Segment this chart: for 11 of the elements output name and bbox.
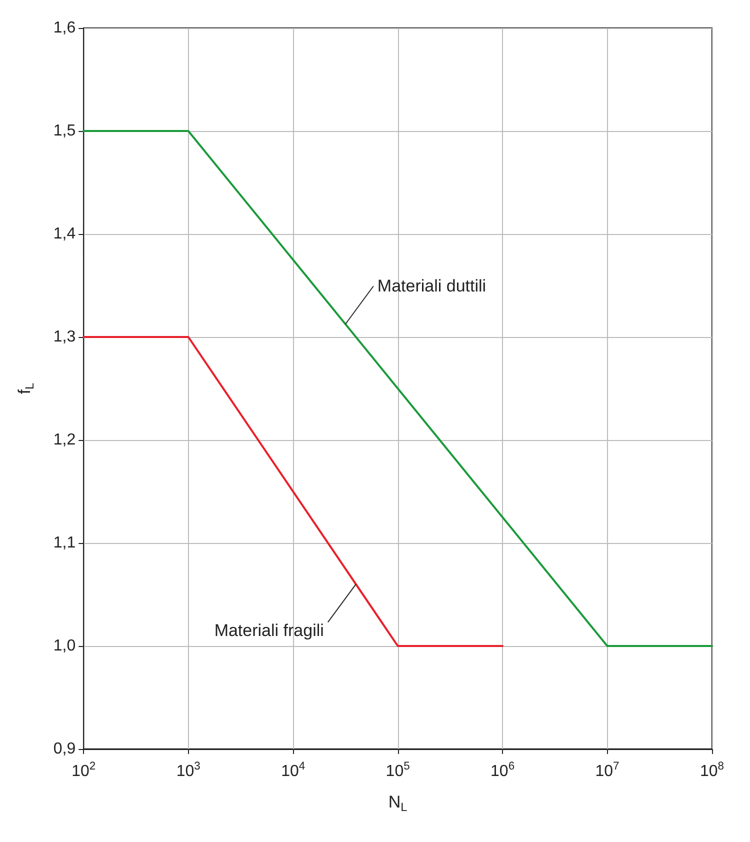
y-tick-label: 1,5 — [53, 122, 76, 140]
annotation: Materiali fragili — [214, 621, 324, 640]
y-tick-label: 1,3 — [53, 328, 76, 346]
y-tick-label: 1,1 — [53, 534, 76, 552]
y-axis-title: fL — [15, 382, 37, 394]
y-tick-label: 1,2 — [53, 432, 76, 448]
y-tick-label: 1,0 — [53, 638, 76, 654]
y-tick-label: 1,4 — [53, 226, 76, 242]
y-tick-label: 1,6 — [53, 20, 76, 36]
y-tick-label: 0,9 — [53, 740, 76, 758]
annotation: Materiali duttili — [377, 276, 486, 296]
